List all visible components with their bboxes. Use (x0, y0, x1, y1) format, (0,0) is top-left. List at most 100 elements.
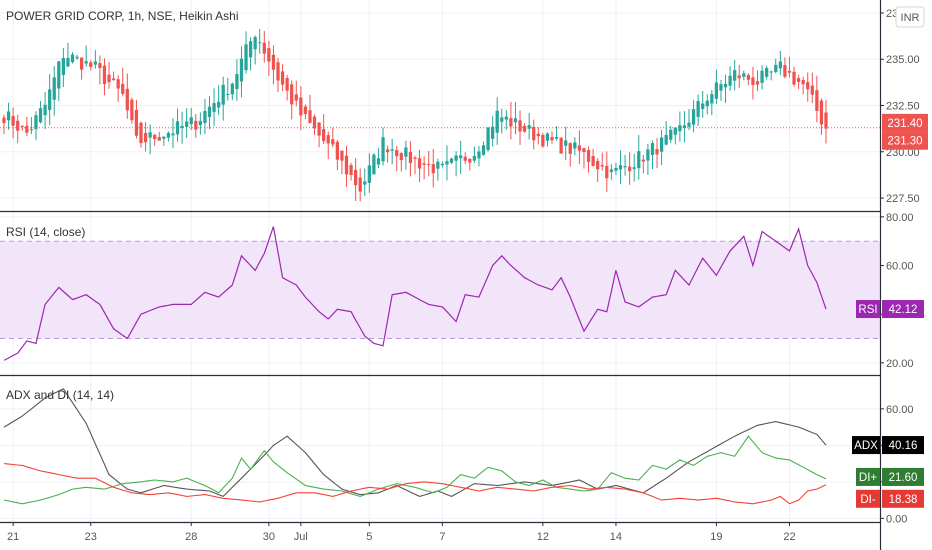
candle-body (591, 156, 595, 166)
candle-body (495, 110, 499, 133)
candle-body (532, 126, 536, 141)
candle-body (262, 42, 266, 54)
candle-body (449, 158, 454, 163)
candle-body (614, 167, 618, 171)
candle-body (43, 104, 47, 116)
candle-body (682, 125, 687, 129)
candle-body (2, 117, 6, 124)
candle-body (810, 85, 814, 95)
pane-borders (0, 0, 882, 550)
candle-body (733, 70, 737, 81)
candle-body (258, 42, 262, 44)
candle-body (774, 64, 778, 72)
candle-body (637, 151, 641, 169)
candle-body (48, 89, 52, 110)
x-tick-label: 22 (783, 531, 795, 543)
candle-body (586, 150, 591, 163)
candle-body (349, 165, 353, 176)
candle-body (417, 158, 422, 169)
candle-body (66, 57, 70, 67)
candle-body (481, 145, 486, 155)
x-tick-label: 28 (185, 531, 197, 543)
candle-body (235, 74, 239, 90)
candle-body (79, 57, 84, 70)
adx-tag-name: ADX (854, 440, 878, 452)
di-plus-value-tag: DI+ 21.60 (856, 467, 924, 486)
candle-body (390, 149, 394, 151)
y-tick-label: 80.00 (886, 212, 914, 224)
candle-body (153, 134, 157, 140)
candle-body (431, 164, 435, 174)
rsi-band-fill (0, 241, 880, 339)
candle-body (490, 126, 495, 139)
candle-body (89, 62, 93, 67)
candle-body (664, 134, 668, 145)
candle-body (16, 120, 20, 131)
candle-body (673, 127, 677, 135)
candle-body (723, 83, 728, 88)
candle-body (6, 111, 11, 121)
candle-body (687, 122, 691, 127)
candle-body (121, 83, 125, 94)
candle-body (198, 120, 203, 126)
currency-badge[interactable]: INR (895, 6, 925, 28)
candle-body (52, 77, 56, 100)
candle-body (358, 177, 362, 192)
candle-body (38, 108, 43, 123)
candle-body (107, 74, 111, 83)
candle-body (536, 133, 540, 137)
candle-body (98, 63, 102, 68)
candle-body (408, 152, 413, 164)
candle-body (728, 75, 732, 86)
candle-body (504, 116, 508, 120)
x-axis-tick-labels: 21 23 28 30 Jul 5 7 12 14 19 22 (7, 522, 796, 543)
candle-body (331, 139, 335, 145)
candle-body (427, 164, 431, 166)
candle-body (577, 145, 582, 151)
candle-body (381, 137, 385, 162)
candle-body (509, 118, 513, 127)
candle-body (353, 170, 358, 186)
rsi-tag-name: RSI (858, 304, 877, 316)
rsi-pane[interactable] (0, 226, 880, 361)
candle-body (20, 125, 24, 127)
candle-body (143, 132, 148, 143)
candle-body (84, 61, 88, 64)
candle-body (340, 150, 344, 161)
candle-body (769, 71, 773, 73)
candle-body (372, 154, 376, 175)
candle-body (710, 94, 714, 104)
candle-body (413, 157, 417, 159)
x-tick-label: 12 (537, 531, 549, 543)
candle-body (299, 97, 303, 116)
candle-body (294, 94, 298, 101)
candle-body (573, 142, 577, 149)
y-tick-label: 60.00 (886, 404, 914, 416)
candle-body (796, 78, 801, 82)
candle-body (285, 78, 289, 91)
di-minus-tag-name: DI- (860, 494, 876, 506)
candle-body (326, 135, 330, 144)
candle-body (605, 165, 609, 179)
candle-body (815, 90, 819, 111)
candle-body (705, 100, 709, 107)
candle-body (751, 77, 755, 85)
candle-body (541, 134, 545, 147)
adx-di-pane[interactable] (3, 388, 827, 505)
price-pane[interactable] (0, 28, 880, 202)
currency-label: INR (901, 12, 920, 24)
candle-body (303, 106, 308, 114)
candle-body (404, 147, 408, 157)
candle-body (166, 132, 171, 138)
candle-body (317, 122, 321, 136)
price-tag-close: 231.30 (882, 131, 928, 150)
candle-body (175, 121, 180, 135)
adx-tag-value: 40.16 (889, 440, 918, 452)
candle-body (714, 82, 719, 99)
candle-body (34, 115, 38, 130)
candle-body (472, 155, 477, 161)
candle-body (760, 70, 764, 83)
candle-body (395, 150, 399, 157)
candle-body (596, 160, 600, 170)
